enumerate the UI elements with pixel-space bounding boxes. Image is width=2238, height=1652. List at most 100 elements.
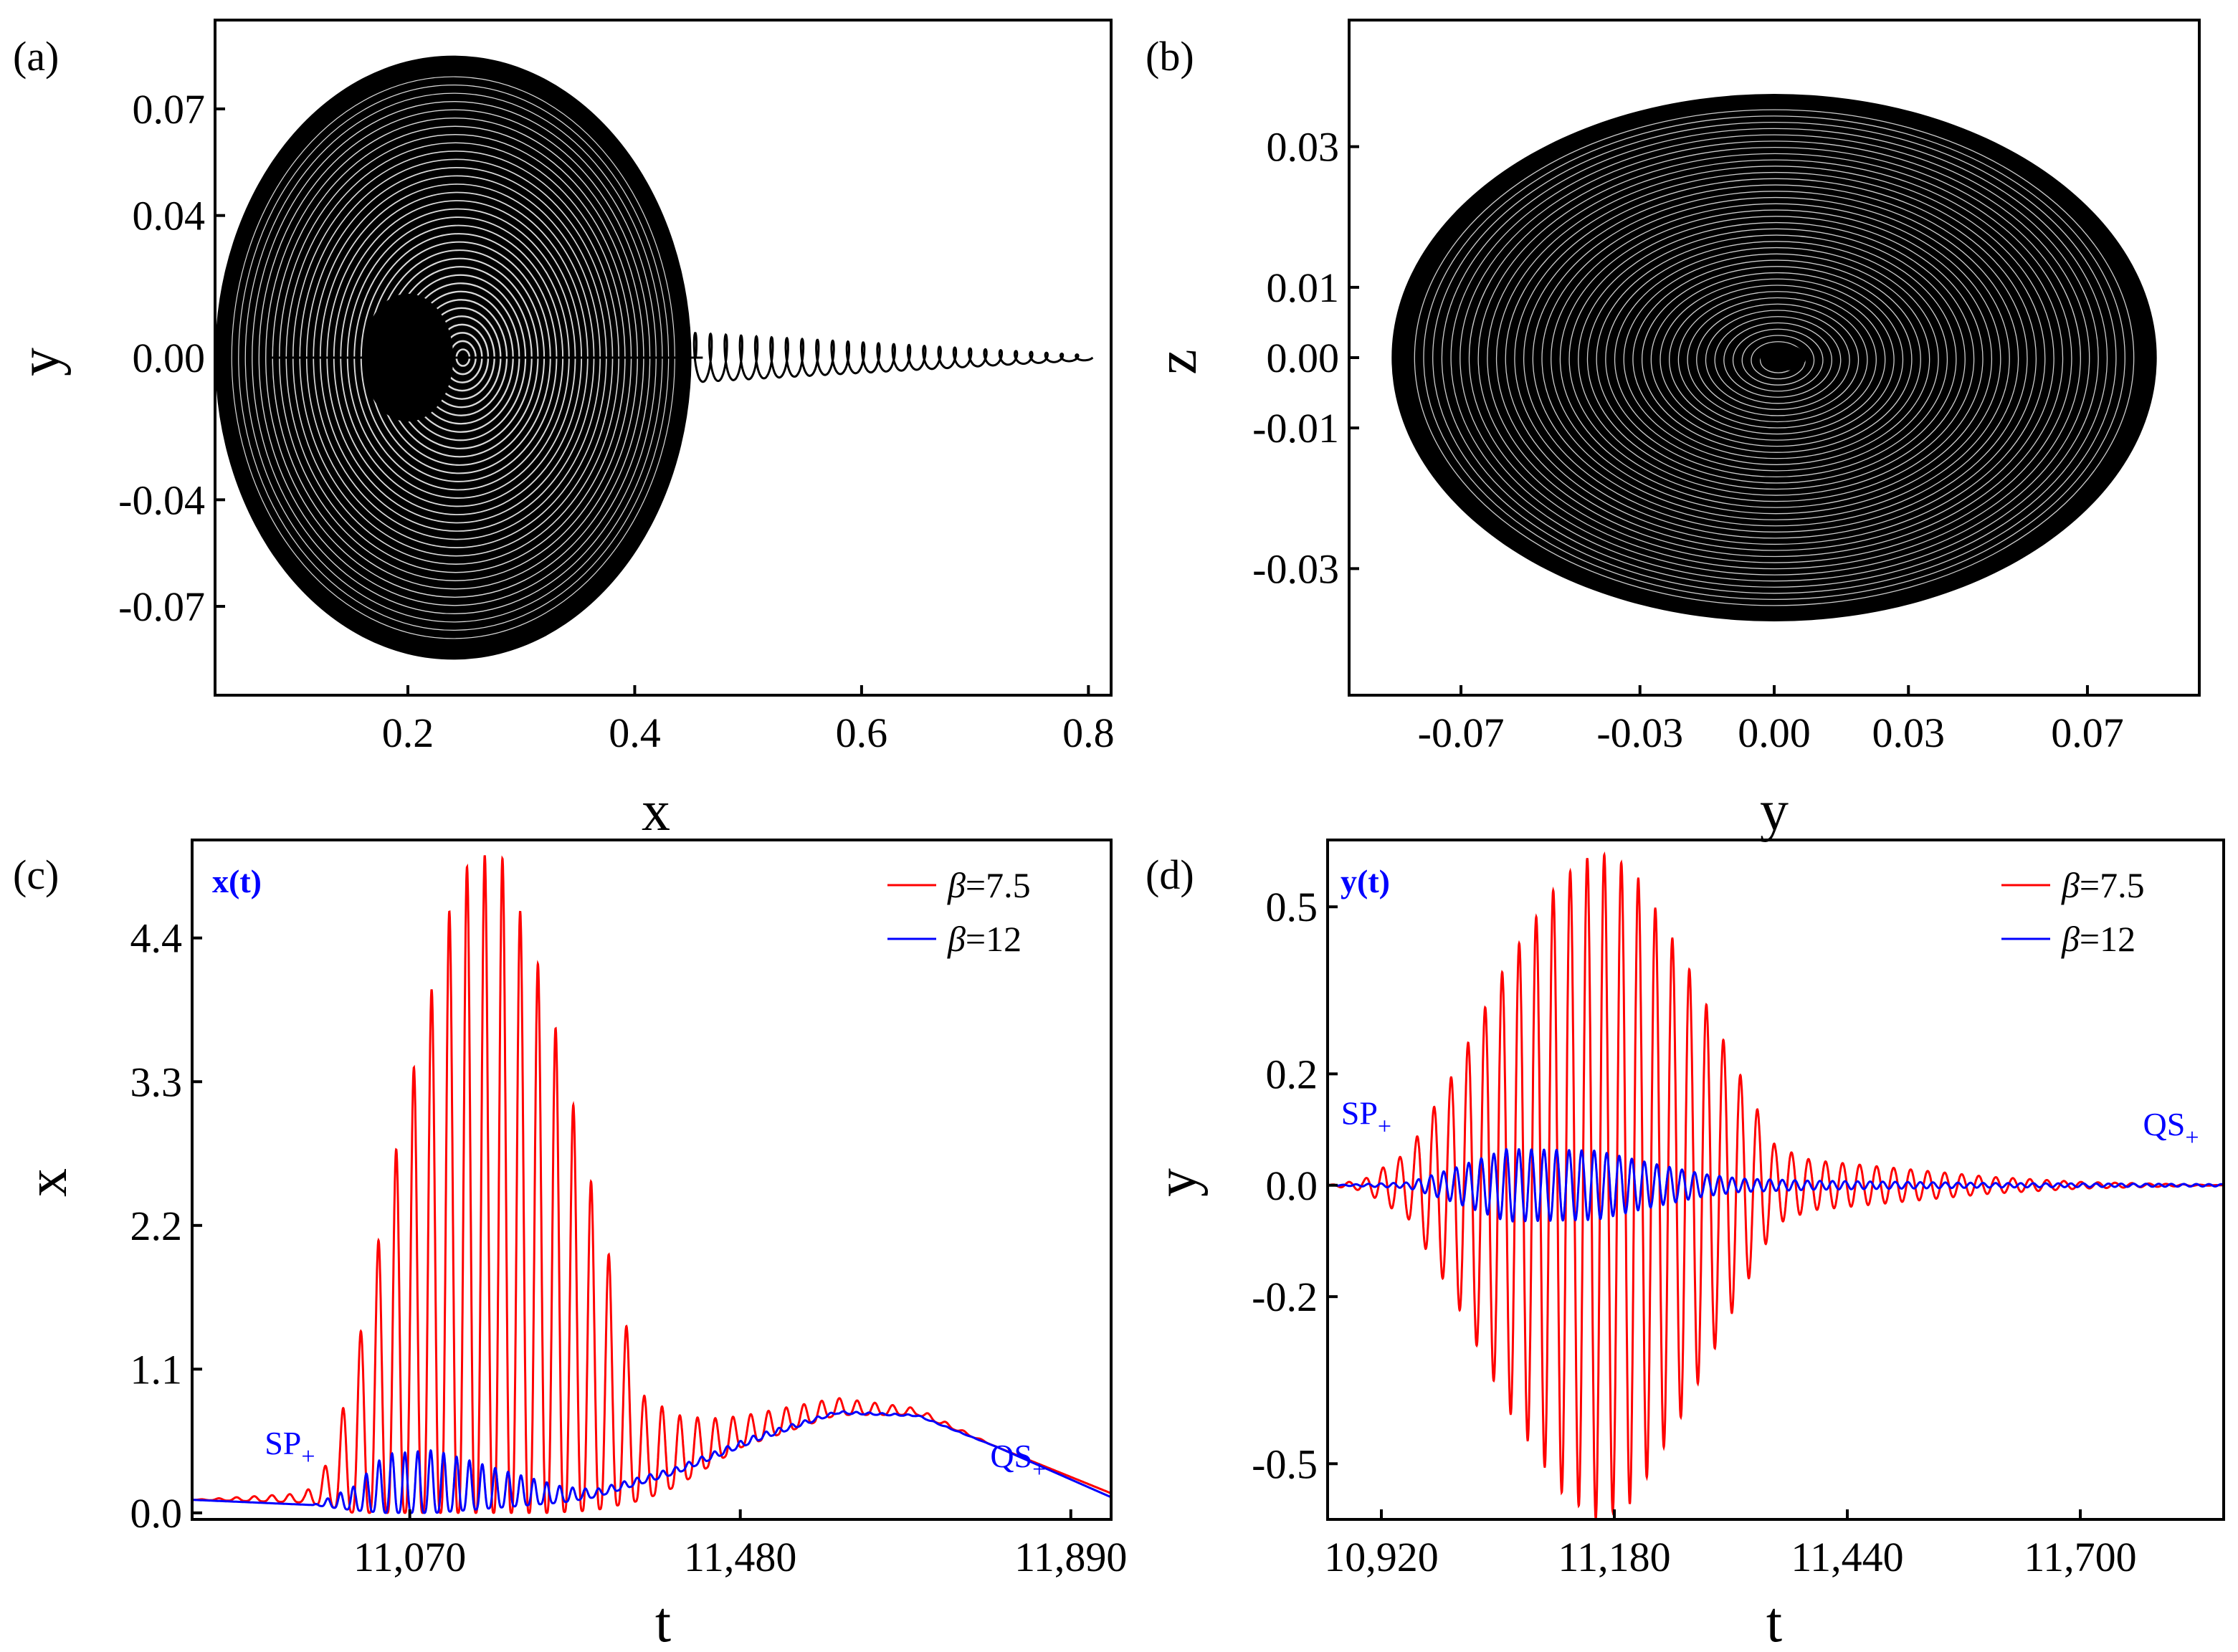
panel-c-label: (c) bbox=[13, 851, 59, 898]
panel-d-series bbox=[1328, 851, 2224, 1519]
panel-d-ytick-2: 0.0 bbox=[1266, 1162, 1318, 1209]
svg-text:β=7.5: β=7.5 bbox=[947, 865, 1031, 905]
panel-d-ticks bbox=[1328, 905, 2082, 1519]
panel-b-ytick-0: -0.03 bbox=[1252, 545, 1339, 592]
panel-a-xtick-2: 0.6 bbox=[836, 710, 888, 756]
panel-d-ytick-1: -0.2 bbox=[1252, 1274, 1318, 1320]
panel-c-ytick-0: 0.0 bbox=[130, 1490, 183, 1537]
panel-b-xtick-0: -0.07 bbox=[1418, 710, 1505, 756]
panel-d-xtick-0: 10,920 bbox=[1324, 1534, 1439, 1580]
panel-b-ytick-2: 0.00 bbox=[1267, 335, 1340, 381]
panel-a: (a) 0.2 0.4 0.6 0.8 -0.07 -0.04 0.00 0.0… bbox=[9, 19, 1115, 843]
panel-b-orbit-ring bbox=[1441, 128, 2108, 588]
svg-text:SP+: SP+ bbox=[265, 1425, 315, 1470]
panel-b-ytick-1: -0.01 bbox=[1252, 405, 1339, 452]
panel-b-orbit-ring bbox=[1650, 272, 1904, 447]
svg-text:β=7.5: β=7.5 bbox=[2061, 865, 2145, 905]
panel-b-orbit-ring bbox=[1669, 285, 1886, 435]
panel-c-ylabel: x bbox=[16, 1168, 79, 1197]
panel-d-ylabel: y bbox=[1146, 1168, 1209, 1197]
panel-c-xtick-2: 11,890 bbox=[1014, 1534, 1127, 1580]
panel-b-xlabel: y bbox=[1760, 780, 1789, 843]
panel-b-orbit-ring bbox=[1541, 196, 2010, 520]
pd-series-0 bbox=[1328, 851, 2224, 1519]
panel-d-legend-red-value: =7.5 bbox=[2080, 865, 2145, 905]
panel-d-frame bbox=[1326, 839, 2225, 1521]
panel-b-orbit-ring bbox=[1578, 221, 1975, 496]
panel-b-ticks bbox=[1349, 145, 2089, 695]
panel-b-ylabel: z bbox=[1146, 349, 1209, 375]
panel-c-legend-red-symbol: β bbox=[947, 865, 966, 905]
panel-b-orbit-ring bbox=[1732, 328, 1824, 392]
panel-b-orbit-ring bbox=[1741, 335, 1815, 386]
panel-d-xlabel: t bbox=[1766, 1591, 1782, 1648]
panel-d-xtick-2: 11,440 bbox=[1791, 1534, 1903, 1580]
panel-a-ytick-1: -0.04 bbox=[118, 477, 205, 523]
panel-b-orbit-ring bbox=[1495, 166, 2054, 551]
panel-d-annotation-qs-sub: + bbox=[2185, 1125, 2199, 1151]
panel-c-xtick-1: 11,480 bbox=[684, 1534, 796, 1580]
panel-b-orbit-ring bbox=[1596, 234, 1957, 484]
panel-c-annotation-qs-sub: + bbox=[1032, 1456, 1046, 1483]
panel-c-frame bbox=[191, 839, 1113, 1521]
panel-c-series bbox=[192, 855, 1111, 1514]
panel-b-orbit-ring bbox=[1450, 134, 2099, 582]
panel-c-xtick-0: 11,070 bbox=[353, 1534, 466, 1580]
panel-d: (d) 10,920 11,180 11,440 11,700 -0.5 -0.… bbox=[1146, 839, 2225, 1652]
panel-b-orbit-ring bbox=[1677, 291, 1877, 429]
panel-c-ytick-2: 2.2 bbox=[130, 1203, 183, 1249]
panel-a-orbit-tail bbox=[692, 331, 1094, 383]
panel-d-ytick-0: -0.5 bbox=[1252, 1441, 1318, 1487]
panel-b-label: (b) bbox=[1146, 33, 1194, 80]
svg-text:β=12: β=12 bbox=[2061, 919, 2135, 959]
panel-b-orbit-ring bbox=[1551, 203, 2001, 515]
panel-d-ytick-4: 0.5 bbox=[1266, 884, 1318, 930]
panel-a-ytick-2: 0.00 bbox=[133, 335, 206, 381]
panel-b-orbit-ring bbox=[1414, 109, 2135, 606]
panel-c-legend-blue-value: =12 bbox=[966, 919, 1022, 959]
panel-b-orbit-ring bbox=[1632, 259, 1921, 459]
panel-b-xtick-2: 0.00 bbox=[1738, 710, 1811, 756]
panel-c-ytick-1: 1.1 bbox=[130, 1346, 183, 1393]
panel-c-ytick-3: 3.3 bbox=[130, 1059, 183, 1105]
panel-b-orbit-ring bbox=[1705, 310, 1850, 411]
panel-a-ylabel: y bbox=[9, 348, 72, 376]
panel-b-xtick-3: 0.03 bbox=[1872, 710, 1946, 756]
pc-series-1 bbox=[192, 1410, 1111, 1514]
pd-series-1 bbox=[1328, 1147, 2224, 1223]
panel-c-annotation-sp-sub: + bbox=[301, 1443, 315, 1470]
svg-text:QS+: QS+ bbox=[2143, 1106, 2199, 1151]
panel-b-orbit-ring bbox=[1687, 297, 1868, 423]
panel-a-ticks bbox=[215, 107, 1090, 695]
panel-b-orbit-ring bbox=[1559, 209, 1993, 508]
panel-b-ytick-4: 0.03 bbox=[1267, 124, 1340, 171]
panel-b-orbit-ring bbox=[1514, 178, 2037, 539]
panel-b-xtick-1: -0.03 bbox=[1596, 710, 1683, 756]
svg-text:SP+: SP+ bbox=[1341, 1094, 1391, 1140]
panel-b-orbit-ring bbox=[1532, 191, 2019, 527]
panel-d-label: (d) bbox=[1146, 851, 1194, 898]
panel-b-orbit-ring bbox=[1623, 253, 1930, 465]
panel-b: (b) -0.07 -0.03 0.00 0.03 0.07 -0.03 -0.… bbox=[1146, 19, 2201, 843]
panel-d-legend-blue-symbol: β bbox=[2061, 919, 2080, 959]
panel-a-xtick-1: 0.4 bbox=[609, 710, 661, 756]
panel-b-orbit-ring bbox=[1614, 247, 1939, 472]
panel-d-legend-red-symbol: β bbox=[2061, 865, 2080, 905]
svg-text:QS+: QS+ bbox=[990, 1438, 1046, 1483]
panel-c-annotation-sp: SP bbox=[265, 1425, 301, 1461]
panel-a-xtick-3: 0.8 bbox=[1062, 710, 1115, 756]
panel-d-annotation-sp-sub: + bbox=[1378, 1113, 1391, 1140]
panel-b-orbit-core bbox=[1760, 344, 1806, 371]
panel-a-orbit bbox=[215, 55, 1094, 660]
panel-b-orbit-ring bbox=[1460, 140, 2090, 576]
panel-b-orbit bbox=[1391, 94, 2157, 621]
panel-a-ytick-4: 0.07 bbox=[133, 86, 206, 133]
panel-b-ytick-3: 0.01 bbox=[1267, 264, 1340, 311]
panel-b-orbit-ring bbox=[1605, 241, 1948, 478]
panel-d-xtick-1: 11,180 bbox=[1558, 1534, 1670, 1580]
svg-text:β=12: β=12 bbox=[947, 919, 1022, 959]
panel-b-orbit-ring bbox=[1468, 146, 2081, 570]
panel-b-orbit-ring bbox=[1523, 184, 2028, 533]
panel-b-orbit-ring bbox=[1477, 153, 2072, 563]
